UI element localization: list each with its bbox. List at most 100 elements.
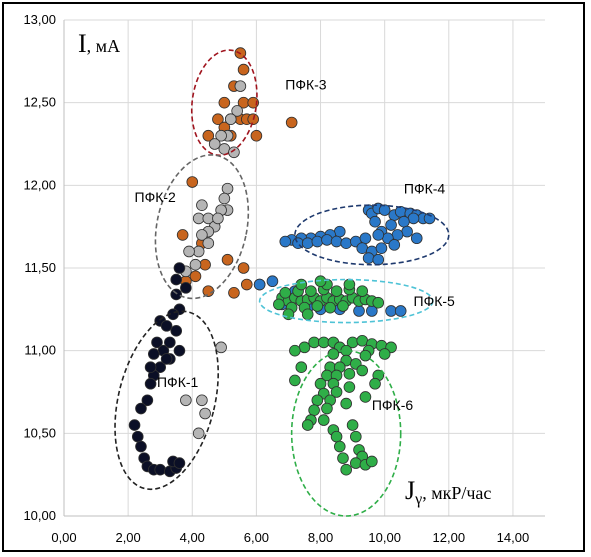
data-point-orange [186, 176, 199, 188]
x-tick-label: 14,00 [497, 530, 530, 545]
data-point-green [359, 391, 372, 403]
y-axis-title: I, мА [78, 29, 120, 58]
x-tick-label: 0,00 [51, 530, 76, 545]
data-point-black [173, 262, 186, 274]
y-tick-label: 11,00 [24, 343, 56, 358]
data-point-black [170, 325, 183, 337]
data-point-green [308, 404, 320, 416]
data-point-blue [359, 232, 372, 245]
data-point-black [135, 402, 147, 415]
data-point-black [170, 273, 183, 286]
cluster-ellipse [294, 204, 450, 266]
x-tick-label: 4,00 [180, 530, 205, 545]
data-point-gray [234, 80, 247, 92]
data-point-orange [212, 113, 224, 125]
data-point-gray [221, 182, 234, 195]
data-point-black [164, 336, 176, 349]
data-point-gray [192, 245, 205, 258]
data-point-orange [202, 129, 215, 142]
data-point-blue [391, 229, 404, 241]
data-point-gray [180, 394, 192, 407]
data-point-green [366, 455, 378, 468]
data-point-blue [311, 235, 324, 248]
data-point-green [301, 419, 314, 431]
data-point-orange [240, 278, 253, 291]
data-point-green [350, 430, 362, 443]
x-axis-title-sub: γ [414, 491, 422, 508]
data-point-green [295, 278, 308, 291]
x-axis-title: Jγ, мкР/час [405, 476, 491, 508]
x-tick-label: 6,00 [244, 530, 269, 545]
x-tick-label: 8,00 [308, 530, 333, 545]
data-point-blue [369, 215, 381, 228]
data-point-blue [388, 239, 401, 251]
data-point-black [135, 440, 147, 453]
data-point-green [350, 457, 362, 469]
data-point-green [372, 296, 385, 309]
data-point-blue [330, 235, 343, 248]
x-tick-label: 10,00 [368, 530, 401, 545]
data-point-gray [218, 143, 231, 155]
cluster-label: ПФК-6 [372, 397, 414, 413]
data-point-green [330, 430, 343, 443]
data-point-blue [398, 215, 410, 228]
cluster-label: ПФК-3 [285, 76, 327, 92]
cluster-label: ПФК-1 [157, 374, 199, 390]
y-tick-label: 12,50 [23, 95, 56, 110]
data-point-blue [375, 242, 388, 254]
data-point-black [131, 430, 144, 443]
data-point-black [144, 361, 157, 374]
data-point-green [317, 336, 330, 349]
x-axis-title-unit: , мкР/час [422, 483, 491, 503]
data-point-orange [228, 286, 240, 299]
data-point-green [273, 298, 285, 311]
data-point-orange [237, 262, 250, 274]
data-point-green [305, 285, 317, 297]
data-point-green [289, 344, 301, 357]
data-point-gray [215, 341, 227, 354]
x-tick-label: 12,00 [433, 530, 466, 545]
data-point-gray [215, 129, 227, 142]
data-point-blue [353, 305, 365, 317]
data-point-black [160, 320, 173, 332]
data-point-blue [410, 232, 423, 245]
data-point-green [298, 341, 311, 354]
data-point-blue [253, 278, 266, 291]
data-point-black [128, 419, 141, 431]
y-tick-label: 11,50 [24, 260, 56, 275]
cluster-ellipse [154, 154, 250, 300]
data-point-green [308, 336, 320, 349]
data-point-gray [199, 407, 211, 420]
data-point-orange [176, 229, 189, 241]
data-point-green [346, 419, 359, 431]
data-point-blue [394, 305, 407, 317]
data-point-black [144, 377, 157, 390]
data-point-gray [192, 212, 205, 225]
data-point-green [333, 440, 346, 453]
cluster-ellipse [290, 349, 402, 517]
data-point-orange [250, 129, 263, 142]
data-point-blue [385, 305, 397, 317]
data-point-gray [228, 146, 240, 159]
data-point-blue [266, 275, 279, 288]
data-point-green [369, 377, 381, 390]
data-point-orange [202, 285, 215, 297]
data-point-gray [231, 105, 243, 117]
data-point-black [173, 457, 186, 469]
data-point-black [180, 282, 192, 294]
cluster-labels: ПФК-3 ПФК-2 ПФК-4 ПФК-5 ПФК-1 ПФК-6 [135, 76, 456, 413]
y-tick-label: 13,00 [23, 12, 56, 27]
data-point-green [337, 300, 349, 312]
data-point-green [330, 285, 343, 297]
data-point-green [295, 361, 308, 374]
data-point-green [356, 285, 369, 297]
data-point-green [314, 377, 327, 390]
data-points [128, 47, 436, 478]
data-point-blue [407, 212, 420, 225]
data-point-green [343, 278, 356, 291]
data-point-gray [196, 199, 208, 211]
cluster-ellipse [258, 278, 434, 324]
data-point-green [279, 286, 292, 299]
data-point-gray [183, 245, 195, 258]
data-point-orange [199, 258, 211, 271]
